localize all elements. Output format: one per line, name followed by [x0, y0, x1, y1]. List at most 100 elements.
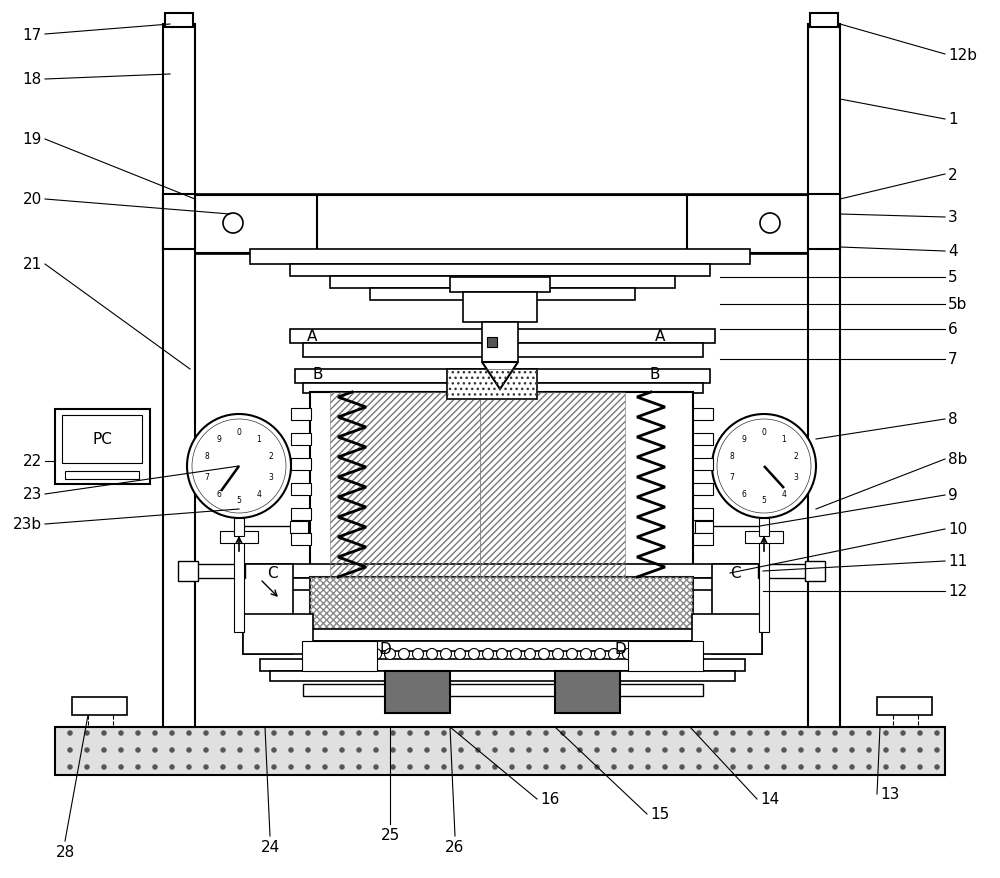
Circle shape [255, 748, 260, 752]
Circle shape [399, 649, 410, 659]
Bar [290, 329, 715, 343]
Circle shape [544, 748, 548, 752]
Bar [385, 672, 450, 713]
Bar [163, 215, 840, 225]
Circle shape [566, 649, 578, 659]
Circle shape [323, 730, 328, 736]
Bar [693, 484, 713, 495]
Circle shape [510, 765, 514, 770]
Circle shape [832, 748, 838, 752]
Circle shape [511, 649, 522, 659]
Bar [447, 370, 537, 399]
Circle shape [469, 649, 480, 659]
Circle shape [662, 765, 668, 770]
Text: 3: 3 [948, 210, 958, 226]
Text: D: D [379, 642, 391, 657]
Circle shape [493, 748, 498, 752]
Circle shape [441, 649, 452, 659]
Circle shape [136, 765, 141, 770]
Bar [693, 508, 713, 521]
Bar [163, 234, 840, 245]
Bar [692, 615, 762, 654]
Circle shape [884, 765, 889, 770]
Circle shape [578, 748, 582, 752]
Circle shape [459, 730, 464, 736]
Circle shape [622, 649, 634, 659]
Circle shape [442, 765, 447, 770]
Circle shape [680, 748, 684, 752]
Bar [163, 195, 840, 205]
Bar [310, 578, 693, 632]
Text: 4: 4 [948, 244, 958, 259]
Bar [555, 672, 620, 713]
Circle shape [385, 649, 396, 659]
Bar [178, 561, 198, 581]
Circle shape [782, 765, 786, 770]
Circle shape [374, 748, 379, 752]
Circle shape [221, 730, 226, 736]
Circle shape [476, 730, 481, 736]
Circle shape [696, 748, 702, 752]
Circle shape [68, 765, 73, 770]
Circle shape [357, 748, 362, 752]
Text: 3: 3 [269, 472, 274, 481]
Circle shape [136, 730, 141, 736]
Circle shape [391, 730, 396, 736]
Circle shape [748, 730, 753, 736]
Circle shape [816, 730, 820, 736]
Text: 22: 22 [23, 454, 42, 469]
Bar [330, 277, 675, 289]
Circle shape [918, 730, 922, 736]
Circle shape [408, 730, 413, 736]
Text: 26: 26 [445, 839, 465, 854]
Text: 13: 13 [880, 787, 899, 802]
Circle shape [612, 730, 616, 736]
Circle shape [483, 649, 494, 659]
Text: 6: 6 [217, 489, 221, 499]
Bar [693, 408, 713, 421]
Circle shape [526, 748, 532, 752]
Bar [759, 532, 769, 632]
Circle shape [850, 730, 854, 736]
Bar [310, 578, 693, 632]
Circle shape [204, 765, 209, 770]
Circle shape [119, 748, 124, 752]
Circle shape [934, 748, 940, 752]
Circle shape [425, 765, 430, 770]
Circle shape [714, 748, 718, 752]
Text: D: D [614, 642, 626, 657]
Circle shape [238, 748, 243, 752]
Circle shape [272, 748, 277, 752]
Circle shape [816, 765, 820, 770]
Circle shape [459, 765, 464, 770]
Circle shape [646, 765, 650, 770]
Circle shape [391, 765, 396, 770]
Circle shape [497, 649, 508, 659]
Circle shape [594, 730, 600, 736]
Circle shape [580, 649, 592, 659]
Bar [303, 343, 703, 357]
Text: 2: 2 [269, 451, 274, 460]
Text: 16: 16 [540, 792, 559, 807]
Bar [758, 565, 808, 579]
Circle shape [119, 765, 124, 770]
Circle shape [560, 748, 566, 752]
Circle shape [221, 748, 226, 752]
Circle shape [524, 649, 536, 659]
Bar [55, 727, 945, 775]
Text: 1: 1 [257, 435, 261, 443]
Circle shape [289, 765, 294, 770]
Circle shape [884, 748, 889, 752]
Bar [72, 697, 127, 716]
Bar [487, 338, 497, 348]
Circle shape [866, 730, 872, 736]
Text: 15: 15 [650, 807, 669, 822]
Bar [163, 25, 195, 727]
Bar [303, 384, 703, 393]
Circle shape [187, 730, 192, 736]
Bar [693, 434, 713, 445]
Circle shape [102, 730, 107, 736]
Circle shape [374, 765, 379, 770]
Circle shape [900, 730, 906, 736]
Text: 5b: 5b [948, 297, 967, 313]
